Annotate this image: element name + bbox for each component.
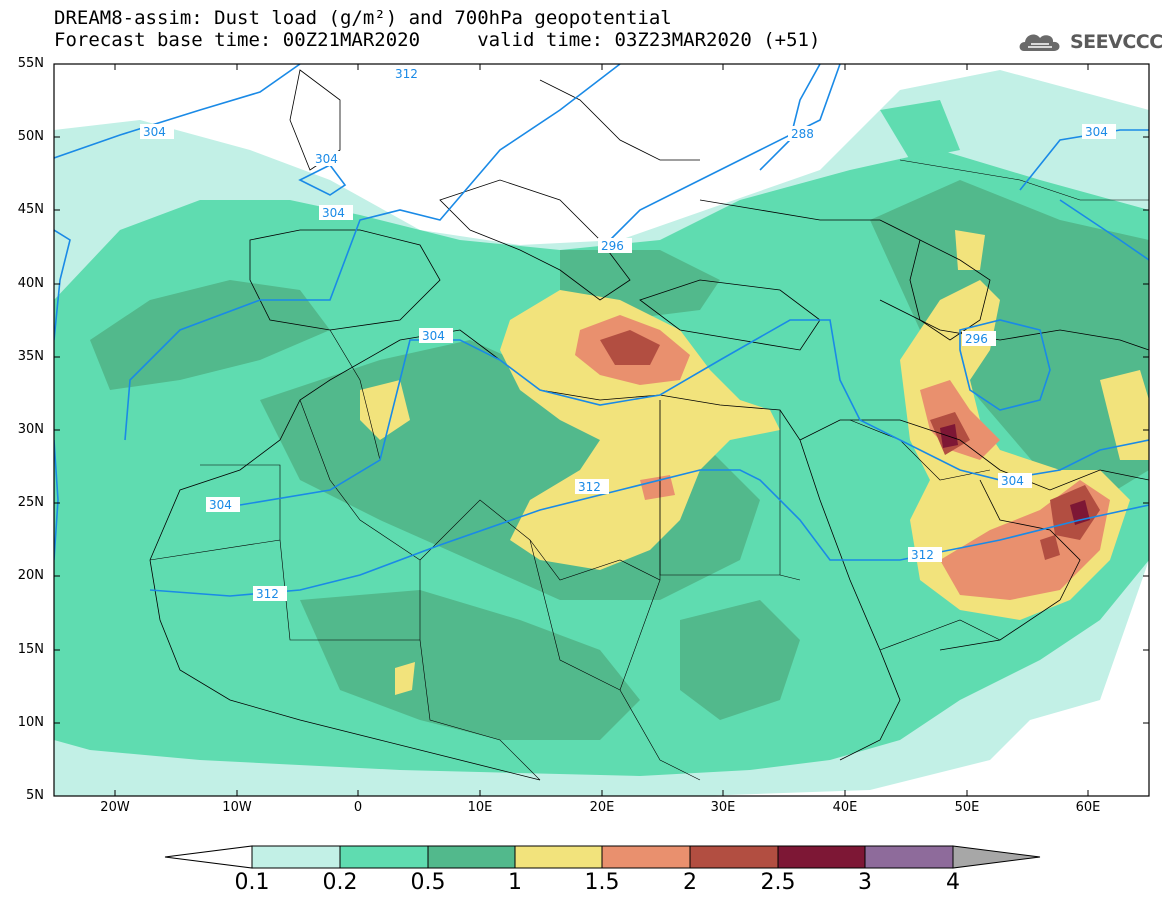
lat-label: 55N [17, 56, 44, 71]
colorbar-swatch-7 [777, 845, 866, 869]
svg-text:304: 304 [315, 152, 338, 166]
coastlines [149, 69, 1149, 781]
lon-label: 30E [710, 800, 736, 815]
colorbar-swatch-6 [689, 845, 779, 869]
country-borders [149, 159, 1149, 781]
colorbar-swatch-3 [427, 845, 516, 869]
lon-label: 60E [1075, 800, 1101, 815]
contour-label: 304 [998, 473, 1032, 488]
svg-text:304: 304 [209, 498, 232, 512]
contour-label-group: 312 304 304 304 288 304 296 304 296 312 … [140, 66, 1116, 601]
svg-text:296: 296 [965, 332, 988, 346]
lat-label: 30N [17, 422, 44, 437]
colorbar-high-triangle [952, 845, 1041, 869]
contour-label: 304 [1082, 124, 1116, 139]
lat-label: 45N [17, 202, 44, 217]
colorbar-tick-label: 0.1 [234, 870, 270, 895]
svg-text:312: 312 [578, 480, 601, 494]
colorbar-swatch-1 [251, 845, 341, 869]
lat-label: 35N [17, 349, 44, 364]
lon-label: 20W [100, 800, 130, 815]
lat-label: 5N [26, 788, 44, 803]
colorbar-tick-label: 3 [858, 870, 872, 895]
lat-label: 20N [17, 568, 44, 583]
svg-text:312: 312 [911, 548, 934, 562]
contour-label: 312 [575, 479, 609, 494]
svg-text:304: 304 [322, 206, 345, 220]
map-title: DREAM8-assim: Dust load (g/m²) and 700hP… [54, 7, 672, 29]
lat-label: 25N [17, 495, 44, 510]
svg-text:304: 304 [422, 329, 445, 343]
lon-label: 10E [467, 800, 493, 815]
svg-text:304: 304 [1085, 125, 1108, 139]
colorbar-tick-label: 1 [508, 870, 522, 895]
lon-label: 20E [589, 800, 615, 815]
colorbar-low-triangle [164, 845, 253, 869]
colorbar [164, 845, 1041, 869]
contour-label: 304 [319, 205, 353, 220]
lat-label: 15N [17, 642, 44, 657]
contour-label: 304 [140, 124, 174, 139]
lon-ticks [114, 64, 1089, 796]
colorbar-swatch-2 [339, 845, 429, 869]
colorbar-swatch-5 [601, 845, 691, 869]
lat-label: 50N [17, 129, 44, 144]
svg-text:288: 288 [791, 127, 814, 141]
forecast-time: Forecast base time: 00Z21MAR2020 valid t… [54, 29, 821, 51]
colorbar-swatch-4 [514, 845, 603, 869]
colorbar-swatch-8 [864, 845, 954, 869]
cloud-logo-icon [1019, 34, 1060, 51]
contour-label: 312 [253, 586, 287, 601]
contour-label: 304 [206, 497, 240, 512]
colorbar-tick-label: 2 [683, 870, 697, 895]
contour-label: 288 [788, 126, 822, 141]
contour-label: 304 [419, 328, 453, 343]
brand-name: SEEVCCC [1070, 31, 1163, 53]
contour-label: 296 [598, 238, 632, 253]
svg-text:296: 296 [601, 239, 624, 253]
colorbar-tick-label: 1.5 [584, 870, 620, 895]
contour-label: 304 [312, 151, 346, 166]
lon-label: 10W [222, 800, 252, 815]
colorbar-tick-label: 0.2 [322, 870, 358, 895]
svg-text:304: 304 [143, 125, 166, 139]
colorbar-tick-label: 2.5 [760, 870, 796, 895]
colorbar-tick-label: 4 [946, 870, 960, 895]
lon-label: 50E [954, 800, 980, 815]
contour-label: 312 [908, 547, 942, 562]
lat-label: 40N [17, 276, 44, 291]
colorbar-tick-label: 0.5 [410, 870, 446, 895]
contour-label: 296 [962, 331, 996, 346]
brand-logo: SEEVCCC [1016, 24, 1163, 60]
lat-ticks [54, 63, 1149, 724]
svg-text:304: 304 [1001, 474, 1024, 488]
svg-text:312: 312 [395, 67, 418, 81]
lon-label: 0 [353, 800, 363, 815]
svg-text:312: 312 [256, 587, 279, 601]
lon-label: 40E [832, 800, 858, 815]
lat-label: 10N [17, 715, 44, 730]
contour-label: 312 [392, 66, 426, 81]
